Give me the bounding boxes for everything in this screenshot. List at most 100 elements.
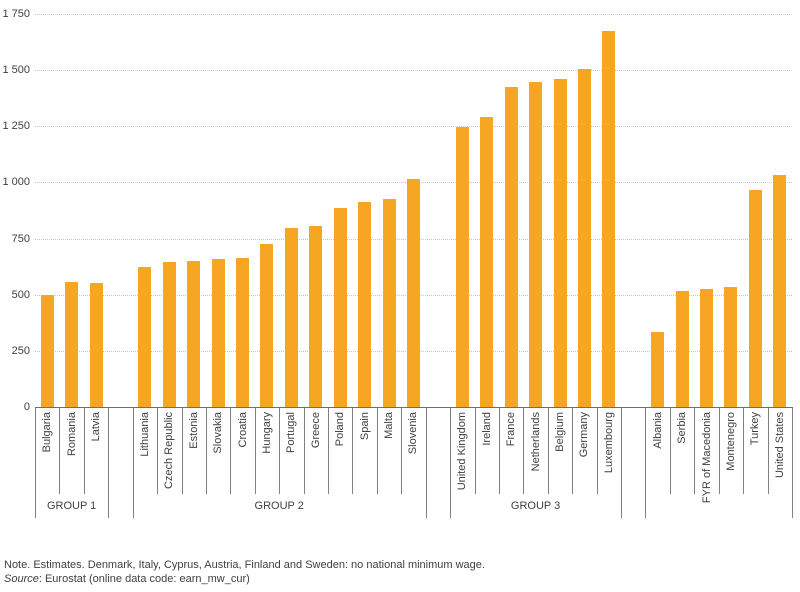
country-cell: United Kingdom: [450, 408, 474, 494]
y-tick-label: 250: [11, 344, 30, 357]
country-cell: Slovakia: [206, 408, 230, 494]
y-tick-label: 1 250: [2, 120, 30, 133]
country-cell: Ireland: [475, 408, 499, 494]
country-cell: Czech Republic: [157, 408, 181, 494]
y-tick-label: 1 500: [2, 64, 30, 77]
bar-croatia: [236, 257, 250, 407]
group-boundary-line: [450, 408, 452, 518]
category-separator-line: [376, 408, 378, 494]
category-separator-line: [205, 408, 207, 494]
bar-romania: [65, 282, 79, 407]
country-label: Spain: [358, 412, 371, 441]
bar-slovenia: [407, 179, 420, 407]
country-cell: Romania: [59, 408, 83, 494]
country-label: Poland: [334, 412, 347, 447]
category-separator-line: [157, 408, 159, 494]
country-cell: Serbia: [670, 408, 694, 494]
group-label: GROUP 2: [254, 500, 304, 512]
bar-france: [504, 86, 518, 407]
group-label: GROUP 3: [510, 500, 561, 512]
country-cell: Germany: [572, 408, 596, 494]
country-label: Hungary: [260, 412, 273, 454]
country-label: Czech Republic: [163, 412, 176, 490]
bar-czech-republic: [162, 262, 176, 407]
chart-notes: Note. Estimates. Denmark, Italy, Cyprus,…: [4, 558, 485, 586]
gridline: [35, 70, 792, 72]
country-cell: Belgium: [548, 408, 572, 494]
category-separator-line: [254, 408, 256, 494]
country-cell: Portugal: [279, 408, 303, 494]
group-label: GROUP 1: [46, 500, 97, 512]
country-label: Montenegro: [724, 412, 737, 471]
country-cell: Greece: [304, 408, 328, 494]
group-boundary-line: [792, 408, 793, 518]
category-separator-line: [83, 408, 85, 494]
category-separator-line: [547, 408, 549, 494]
group-boundary-line: [35, 408, 36, 518]
country-cell: Netherlands: [523, 408, 547, 494]
bar-hungary: [260, 244, 274, 407]
y-tick-label: 500: [11, 288, 30, 301]
category-separator-line: [279, 408, 281, 494]
country-cell: Luxembourg: [597, 408, 621, 494]
country-cell: Croatia: [230, 408, 254, 494]
group-boundary-line: [425, 408, 427, 518]
country-cell: Hungary: [255, 408, 279, 494]
category-separator-line: [498, 408, 500, 494]
country-label: Netherlands: [529, 412, 542, 472]
country-cell: Montenegro: [719, 408, 743, 494]
country-label: France: [505, 412, 518, 447]
country-label: Slovenia: [407, 412, 420, 455]
category-separator-line: [328, 408, 330, 494]
bar-bulgaria: [40, 294, 54, 407]
bar-greece: [309, 226, 323, 407]
bar-belgium: [553, 79, 567, 407]
bar-netherlands: [529, 82, 543, 407]
country-cell: Albania: [645, 408, 669, 494]
country-label: Belgium: [554, 412, 566, 452]
source-text: : Eurostat (online data code: earn_mw_cu…: [38, 573, 250, 585]
bar-portugal: [284, 228, 298, 407]
category-separator-line: [694, 408, 696, 494]
category-separator-line: [572, 408, 574, 494]
bar-turkey: [748, 190, 762, 407]
country-cell: Spain: [352, 408, 376, 494]
country-cell: Slovenia: [401, 408, 425, 494]
bar-fyr-of-macedonia: [700, 289, 714, 407]
bar-spain: [358, 201, 372, 407]
country-label: FYR of Macedonia: [700, 412, 713, 504]
category-separator-line: [718, 408, 720, 494]
country-label: Germany: [578, 412, 591, 458]
y-tick-label: 0: [23, 401, 30, 413]
gridline: [35, 126, 792, 128]
source-line: Source: Eurostat (online data code: earn…: [4, 572, 485, 586]
category-separator-line: [743, 408, 745, 494]
category-separator-line: [474, 408, 476, 494]
category-separator-line: [401, 408, 403, 494]
category-separator-line: [596, 408, 598, 494]
country-label: Romania: [65, 412, 78, 457]
bar-lithuania: [138, 266, 152, 407]
group-boundary-line: [108, 408, 110, 518]
country-label: Slovakia: [212, 412, 225, 454]
bar-united-states: [773, 174, 787, 407]
bar-luxembourg: [602, 30, 616, 407]
country-label: Albania: [651, 412, 664, 449]
category-separator-line: [181, 408, 183, 494]
y-tick-label: 750: [11, 232, 30, 245]
bar-albania: [651, 331, 665, 407]
country-label: Latvia: [90, 412, 103, 442]
source-word: Source: [4, 573, 39, 585]
country-cell: FYR of Macedonia: [694, 408, 718, 503]
country-label: Greece: [309, 412, 322, 449]
country-cell: Latvia: [84, 408, 108, 494]
country-cell: Lithuania: [133, 408, 157, 494]
country-label: Luxembourg: [602, 412, 615, 474]
group-boundary-line: [132, 408, 134, 518]
group-boundary-line: [645, 408, 647, 518]
bar-ireland: [480, 117, 494, 407]
bar-latvia: [89, 283, 103, 407]
x-axis-line: [35, 407, 793, 408]
country-label: Bulgaria: [41, 412, 54, 453]
